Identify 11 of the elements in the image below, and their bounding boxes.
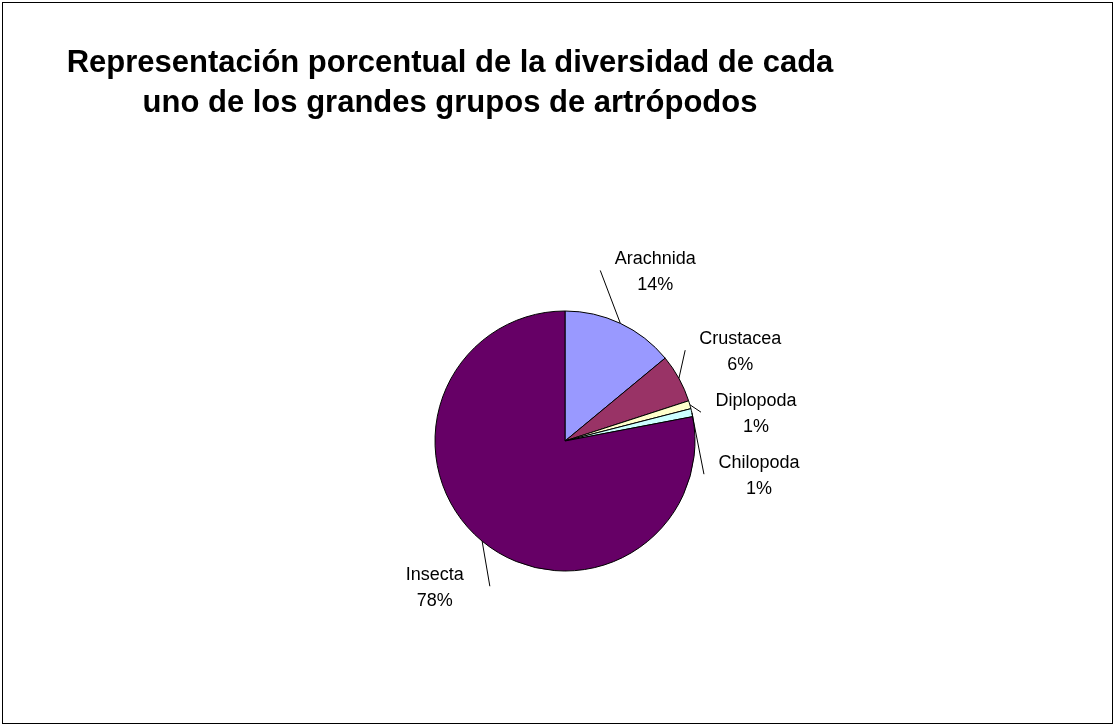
chart-title: Representación porcentual de la diversidad de cada uno de los grandes grupos de artrópodos <box>65 43 835 121</box>
data-label: 6% <box>727 354 754 375</box>
slice-label: Insecta <box>405 564 465 585</box>
slice-label: Crustacea <box>699 328 783 349</box>
slice-label: Chilopoda <box>718 452 801 473</box>
data-label: 14% <box>637 274 674 295</box>
data-label: 1% <box>745 478 772 499</box>
slice-label: Arachnida <box>614 248 697 269</box>
data-label: 1% <box>743 416 770 437</box>
slice-label: Diplopoda <box>715 390 798 411</box>
data-label: 78% <box>416 590 453 611</box>
